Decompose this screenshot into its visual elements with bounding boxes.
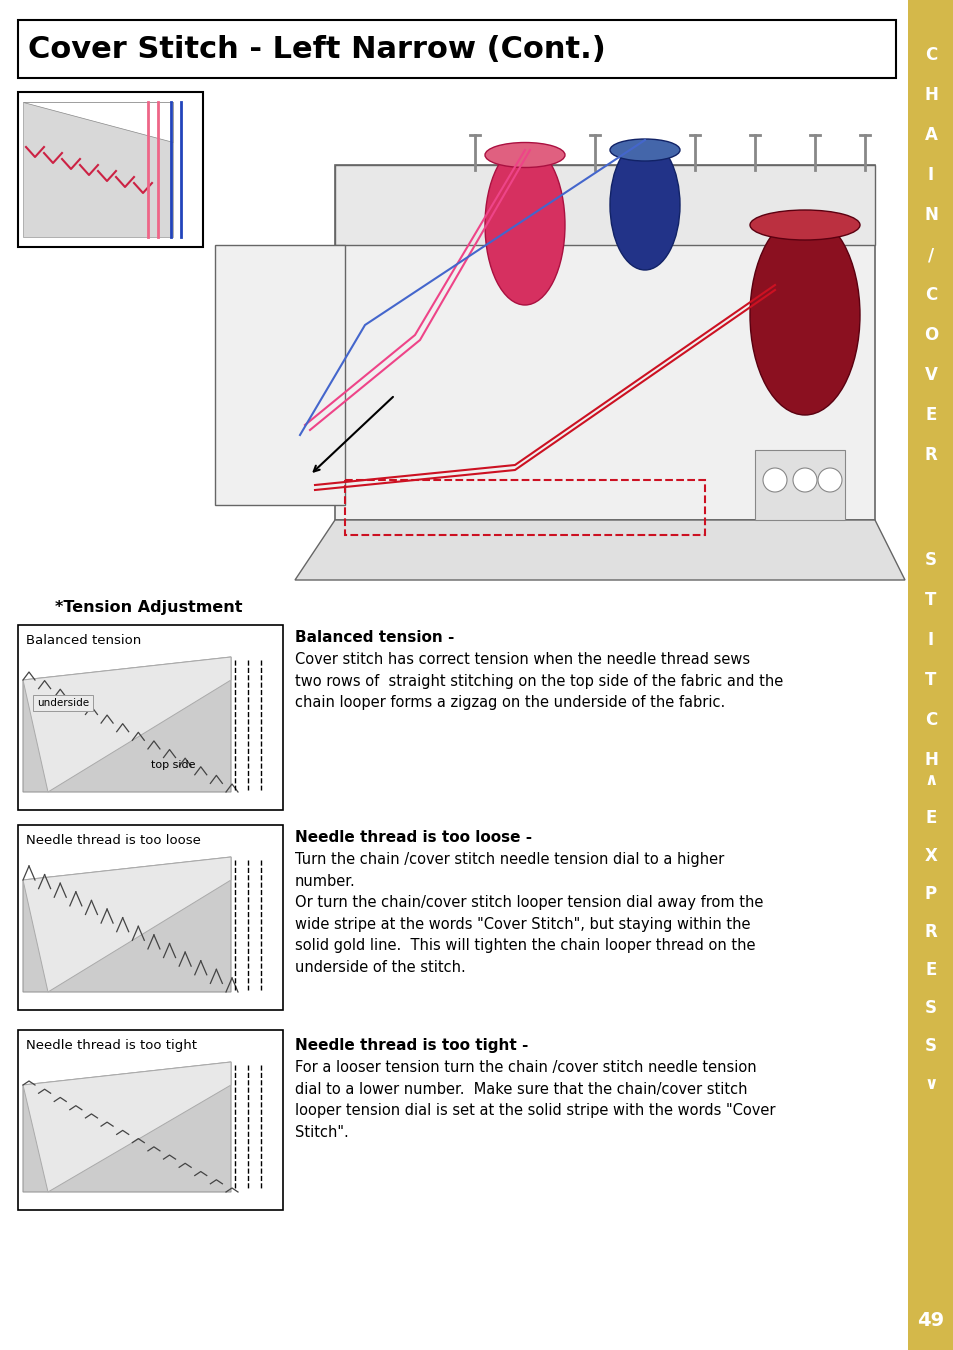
- Text: /: /: [927, 246, 933, 265]
- Text: Turn the chain /cover stitch needle tension dial to a higher
number.
Or turn the: Turn the chain /cover stitch needle tens…: [294, 852, 762, 975]
- Text: ∧: ∧: [923, 771, 937, 788]
- Polygon shape: [23, 103, 172, 142]
- Text: X: X: [923, 846, 937, 865]
- Polygon shape: [23, 857, 231, 992]
- Ellipse shape: [484, 143, 564, 167]
- FancyBboxPatch shape: [214, 244, 345, 505]
- Text: A: A: [923, 126, 937, 144]
- Text: E: E: [924, 961, 936, 979]
- Text: Needle thread is too tight: Needle thread is too tight: [26, 1040, 196, 1053]
- Text: T: T: [924, 671, 936, 689]
- Text: Balanced tension: Balanced tension: [26, 634, 141, 648]
- Text: underside: underside: [37, 698, 89, 707]
- Text: Cover Stitch - Left Narrow (Cont.): Cover Stitch - Left Narrow (Cont.): [28, 35, 605, 63]
- Text: Balanced tension -: Balanced tension -: [294, 630, 454, 645]
- Polygon shape: [23, 857, 231, 992]
- Text: T: T: [924, 591, 936, 609]
- FancyBboxPatch shape: [18, 625, 283, 810]
- Circle shape: [792, 468, 816, 491]
- Polygon shape: [23, 103, 172, 238]
- FancyBboxPatch shape: [754, 450, 844, 520]
- Text: N: N: [923, 207, 937, 224]
- Polygon shape: [294, 520, 904, 580]
- Text: P: P: [924, 886, 936, 903]
- Text: Cover stitch has correct tension when the needle thread sews
two rows of  straig: Cover stitch has correct tension when th…: [294, 652, 782, 710]
- FancyBboxPatch shape: [18, 1030, 283, 1210]
- Text: S: S: [924, 999, 936, 1017]
- Text: E: E: [924, 406, 936, 424]
- Text: 49: 49: [917, 1311, 943, 1330]
- Text: I: I: [927, 166, 933, 184]
- FancyBboxPatch shape: [18, 825, 283, 1010]
- Polygon shape: [23, 657, 231, 792]
- FancyBboxPatch shape: [18, 92, 203, 247]
- Polygon shape: [23, 1062, 231, 1192]
- Text: *Tension Adjustment: *Tension Adjustment: [55, 599, 242, 616]
- FancyBboxPatch shape: [18, 20, 895, 78]
- Text: H: H: [923, 86, 937, 104]
- FancyBboxPatch shape: [33, 695, 92, 711]
- Text: Needle thread is too loose: Needle thread is too loose: [26, 834, 201, 848]
- Text: S: S: [924, 551, 936, 568]
- Text: Needle thread is too tight -: Needle thread is too tight -: [294, 1038, 528, 1053]
- Text: R: R: [923, 923, 937, 941]
- Polygon shape: [23, 657, 231, 792]
- Text: For a looser tension turn the chain /cover stitch needle tension
dial to a lower: For a looser tension turn the chain /cov…: [294, 1060, 775, 1139]
- Ellipse shape: [609, 140, 679, 270]
- Text: top side: top side: [151, 760, 195, 770]
- Circle shape: [762, 468, 786, 491]
- Text: O: O: [923, 325, 937, 344]
- Polygon shape: [335, 165, 874, 244]
- Text: C: C: [923, 46, 936, 63]
- Text: I: I: [927, 630, 933, 649]
- Polygon shape: [23, 1062, 231, 1192]
- Text: H: H: [923, 751, 937, 769]
- Text: E: E: [924, 809, 936, 828]
- Text: V: V: [923, 366, 937, 383]
- Ellipse shape: [749, 211, 859, 240]
- FancyBboxPatch shape: [907, 0, 953, 1350]
- Text: Needle thread is too loose -: Needle thread is too loose -: [294, 830, 532, 845]
- Ellipse shape: [749, 215, 859, 414]
- Ellipse shape: [484, 144, 564, 305]
- Text: S: S: [924, 1037, 936, 1054]
- Text: ∨: ∨: [923, 1075, 937, 1094]
- Polygon shape: [335, 165, 874, 520]
- Text: C: C: [923, 286, 936, 304]
- Text: R: R: [923, 446, 937, 464]
- Circle shape: [817, 468, 841, 491]
- Text: C: C: [923, 711, 936, 729]
- Ellipse shape: [609, 139, 679, 161]
